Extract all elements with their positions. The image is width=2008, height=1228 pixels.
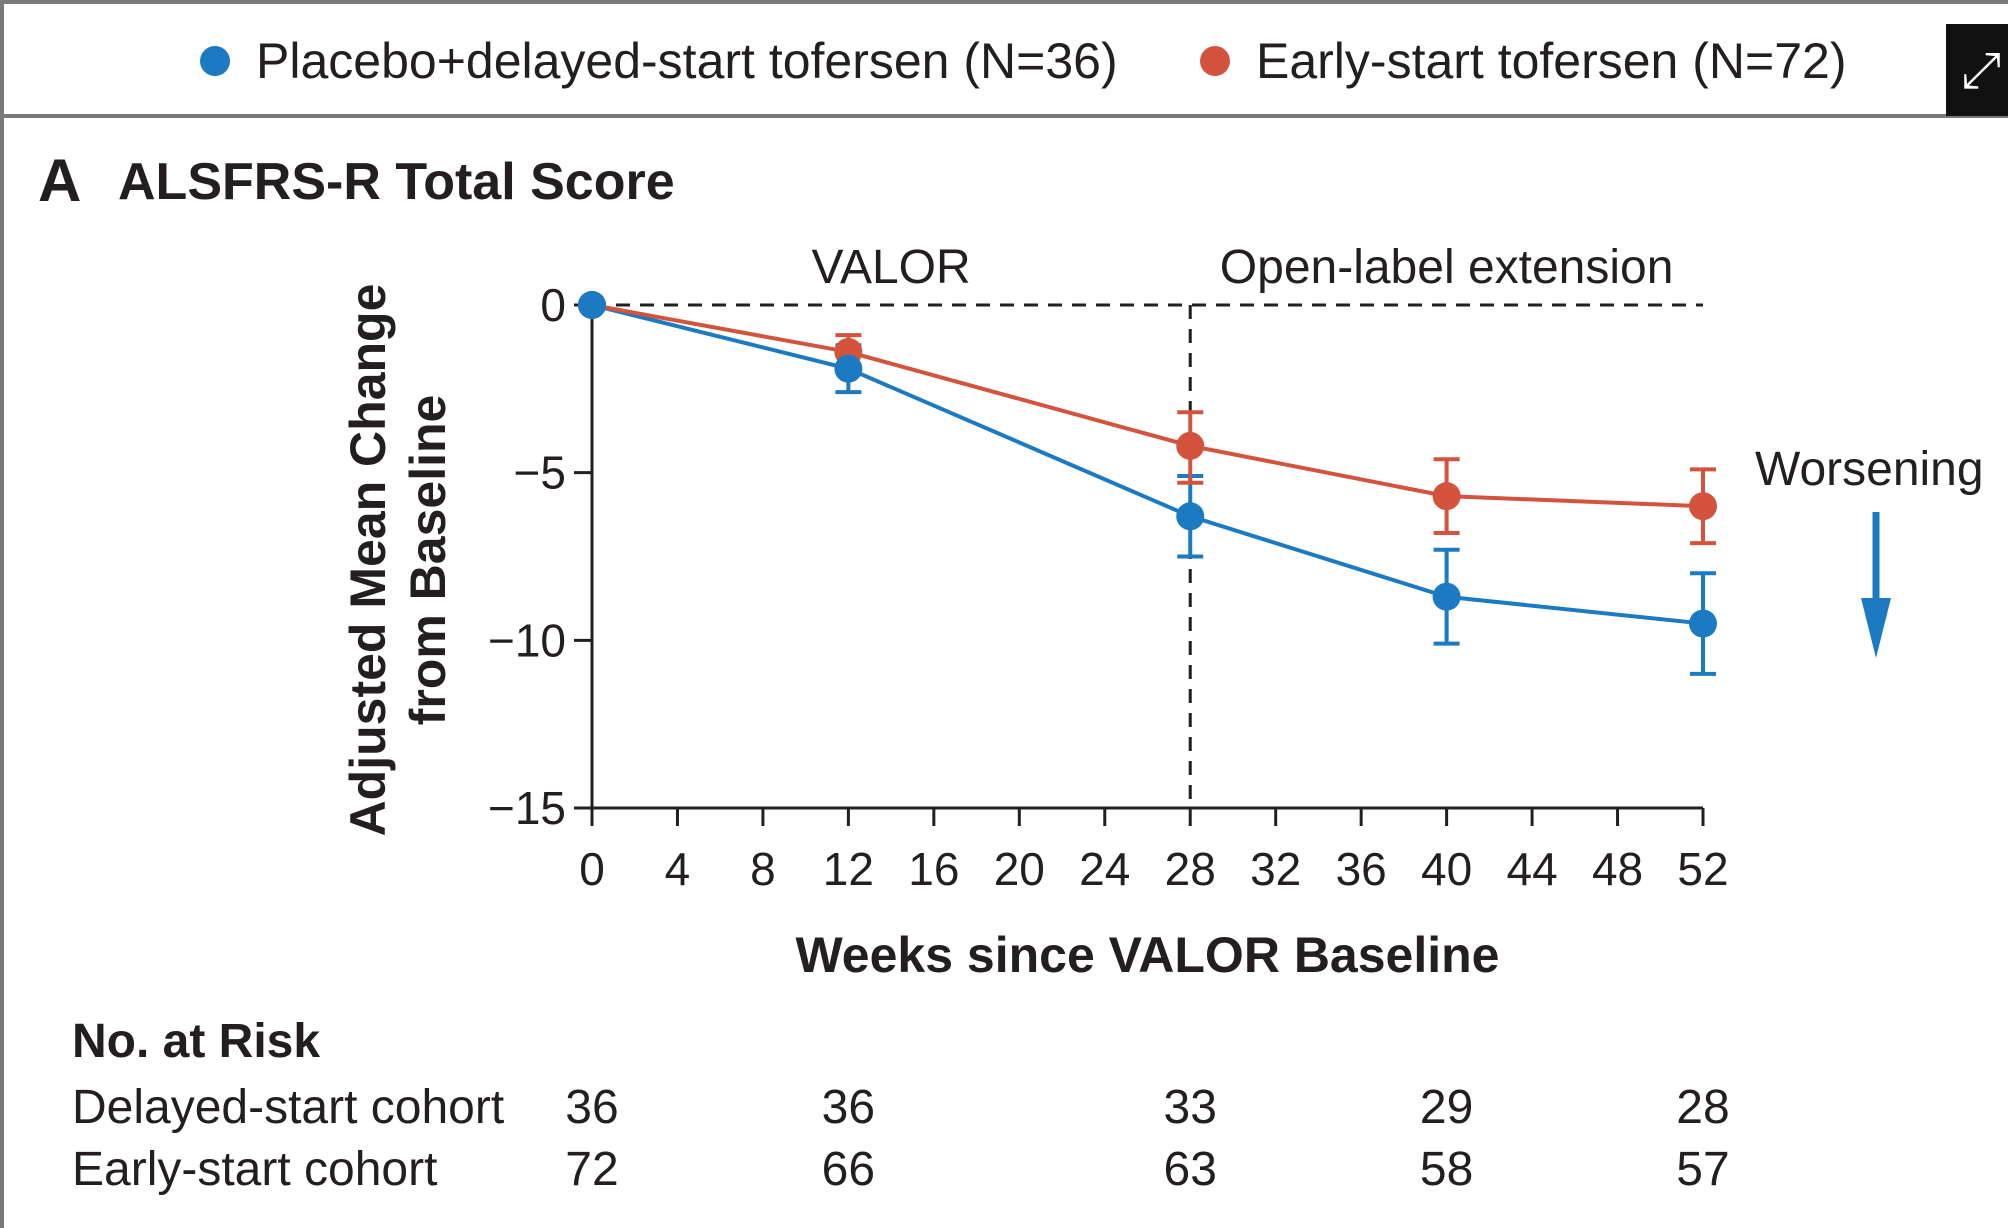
- x-tick-label-0: 0: [579, 843, 605, 895]
- data-point-1-2: [1176, 431, 1205, 460]
- x-tick-label-28: 28: [1165, 843, 1216, 895]
- legend-label-early: Early-start tofersen (N=72): [1256, 33, 1847, 89]
- x-tick-label-32: 32: [1250, 843, 1301, 895]
- panel-title: ALSFRS-R Total Score: [118, 153, 675, 211]
- x-axis-label: Weeks since VALOR Baseline: [795, 927, 1499, 983]
- series-line-0: [591, 303, 1704, 626]
- legend-item-placebo: Placebo+delayed-start tofersen (N=36): [200, 30, 1118, 92]
- y-tick-label-2: −10: [488, 614, 566, 666]
- y-tick-label-0: 0: [540, 279, 566, 331]
- data-point-0-2: [1176, 502, 1205, 531]
- legend-marker-placebo: [200, 46, 230, 76]
- x-tick-label-4: 4: [665, 843, 691, 895]
- x-tick-label-44: 44: [1506, 843, 1557, 895]
- y-tick-label-1: −5: [514, 447, 566, 499]
- x-tick-label-36: 36: [1336, 843, 1387, 895]
- risk-value-1-0: 72: [565, 1143, 619, 1196]
- risk-value-0-1: 36: [821, 1081, 876, 1134]
- x-tick-label-20: 20: [994, 843, 1045, 895]
- expand-button[interactable]: ⤢: [1946, 24, 2008, 116]
- baseline-point: [578, 291, 606, 319]
- y-tick-label-3: −15: [488, 782, 566, 834]
- risk-value-0-4: 28: [1676, 1081, 1730, 1134]
- risk-row-label-1: Early-start cohort: [72, 1143, 438, 1196]
- expand-arrows-icon: ⤢: [1961, 42, 2001, 98]
- x-tick-label-12: 12: [823, 843, 874, 895]
- y-axis-label-line-0: Adjusted Mean Change: [340, 284, 396, 837]
- x-tick-label-40: 40: [1421, 843, 1472, 895]
- risk-value-1-3: 58: [1419, 1143, 1474, 1196]
- data-point-1-4: [1689, 492, 1717, 521]
- y-axis-label: Adjusted Mean Changefrom Baseline: [340, 284, 456, 837]
- risk-value-0-3: 29: [1419, 1081, 1474, 1134]
- legend-marker-early: [1200, 46, 1230, 76]
- x-tick-label-8: 8: [750, 843, 776, 895]
- data-point-0-3: [1432, 582, 1461, 611]
- x-tick-label-24: 24: [1079, 843, 1130, 895]
- series-line-1: [591, 303, 1704, 509]
- y-axis-label-line-1: from Baseline: [400, 395, 456, 726]
- x-tick-label-52: 52: [1677, 843, 1728, 895]
- phase-label-0: VALOR: [812, 241, 971, 294]
- risk-value-0-0: 36: [565, 1081, 619, 1134]
- data-point-0-1: [834, 354, 863, 383]
- panel-letter: A: [38, 147, 82, 214]
- worsening-arrow-icon: [1861, 598, 1891, 658]
- risk-value-1-1: 66: [821, 1143, 876, 1196]
- legend-item-early: Early-start tofersen (N=72): [1200, 30, 1846, 92]
- risk-value-1-2: 63: [1163, 1143, 1217, 1196]
- risk-value-1-4: 57: [1676, 1143, 1730, 1196]
- risk-row-label-0: Delayed-start cohort: [72, 1081, 505, 1134]
- legend: Placebo+delayed-start tofersen (N=36) Ea…: [0, 0, 2008, 118]
- x-tick-label-16: 16: [908, 843, 959, 895]
- worsening-label: Worsening: [1755, 443, 1984, 496]
- data-point-1-3: [1432, 482, 1461, 511]
- risk-table-title: No. at Risk: [72, 1015, 321, 1068]
- risk-value-0-2: 33: [1163, 1081, 1217, 1134]
- legend-label-placebo: Placebo+delayed-start tofersen (N=36): [256, 33, 1118, 89]
- phase-label-1: Open-label extension: [1220, 241, 1674, 294]
- x-tick-label-48: 48: [1592, 843, 1643, 895]
- data-point-0-4: [1689, 609, 1717, 638]
